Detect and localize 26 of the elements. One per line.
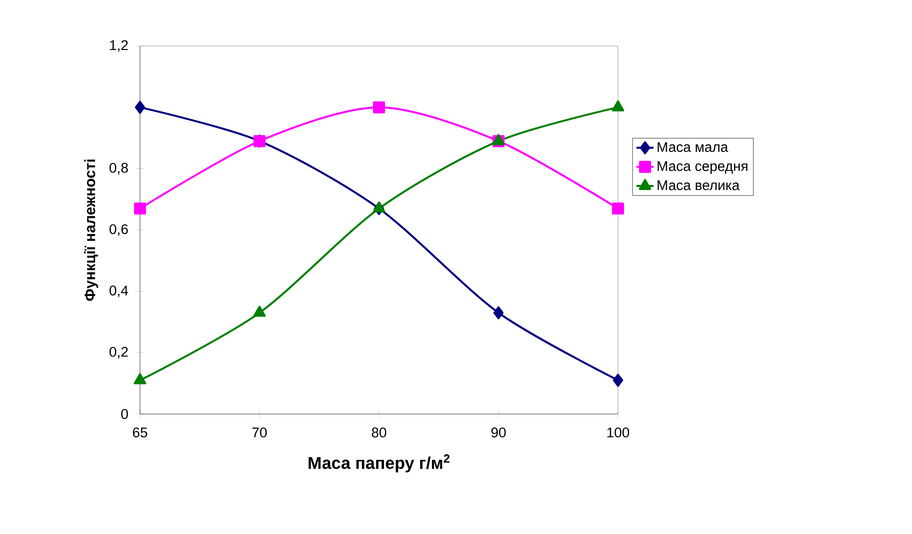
y-tick-label: 0,8 [110,162,128,174]
x-tick-label: 70 [252,428,267,438]
legend-label: Маса середня [658,161,748,174]
x-tick-label: 100 [607,428,630,438]
point [372,202,386,213]
point [134,373,146,384]
point [134,100,146,114]
x-tick-label: 80 [372,428,386,438]
point [134,202,146,215]
x-tick-label: 90 [491,428,506,438]
y-axis-title: Функції належності [84,160,98,301]
y-tick-label: 0,4 [110,286,128,298]
y-tick-label: 1,2 [110,40,128,52]
point [612,100,624,112]
x-axis-title: Маса паперу г/м$^{2}$ [308,454,450,472]
point [253,306,266,317]
y-tick-label: 0,2 [110,346,128,358]
point [373,101,386,114]
legend-label: Маса велика [658,180,740,190]
point [493,306,504,320]
point [612,202,624,215]
x-tick-label: 65 [132,428,148,438]
point [612,374,624,387]
legend-label: Маса мала [658,142,728,152]
y-tick-label: 0,6 [110,224,128,236]
y-tick-label: 0 [121,409,128,419]
